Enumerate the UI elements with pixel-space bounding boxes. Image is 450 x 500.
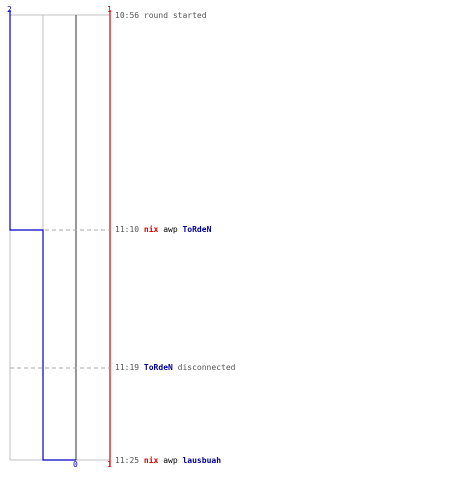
victim-name: ToRdeN — [182, 225, 212, 234]
event-kill-1: 11:10 nix awp ToRdeN — [115, 225, 211, 235]
player-name: ToRdeN — [143, 363, 173, 372]
event-disconnect: 11:19 ToRdeN disconnected — [115, 363, 235, 373]
event-kill-2: 11:25 nix awp lausbuah — [115, 456, 221, 466]
weapon-name: awp — [163, 225, 178, 234]
event-text: round started — [143, 11, 207, 20]
event-time: 11:10 — [115, 225, 140, 234]
event-time: 11:19 — [115, 363, 140, 372]
attacker-name: nix — [143, 456, 159, 465]
weapon-name: awp — [163, 456, 178, 465]
event-time: 11:25 — [115, 456, 140, 465]
blue-team-line — [9, 10, 76, 461]
bottom-one-label: 1 — [107, 460, 112, 469]
bottom-zero-label: 0 — [73, 460, 78, 469]
blue-team-score-label: 2 — [7, 5, 12, 14]
victim-name: lausbuah — [182, 456, 222, 465]
attacker-name: nix — [143, 225, 159, 234]
event-time: 10:56 — [115, 11, 140, 20]
event-round-started: 10:56 round started — [115, 11, 207, 21]
red-team-score-label: 1 — [107, 5, 112, 14]
event-text: disconnected — [177, 363, 236, 372]
